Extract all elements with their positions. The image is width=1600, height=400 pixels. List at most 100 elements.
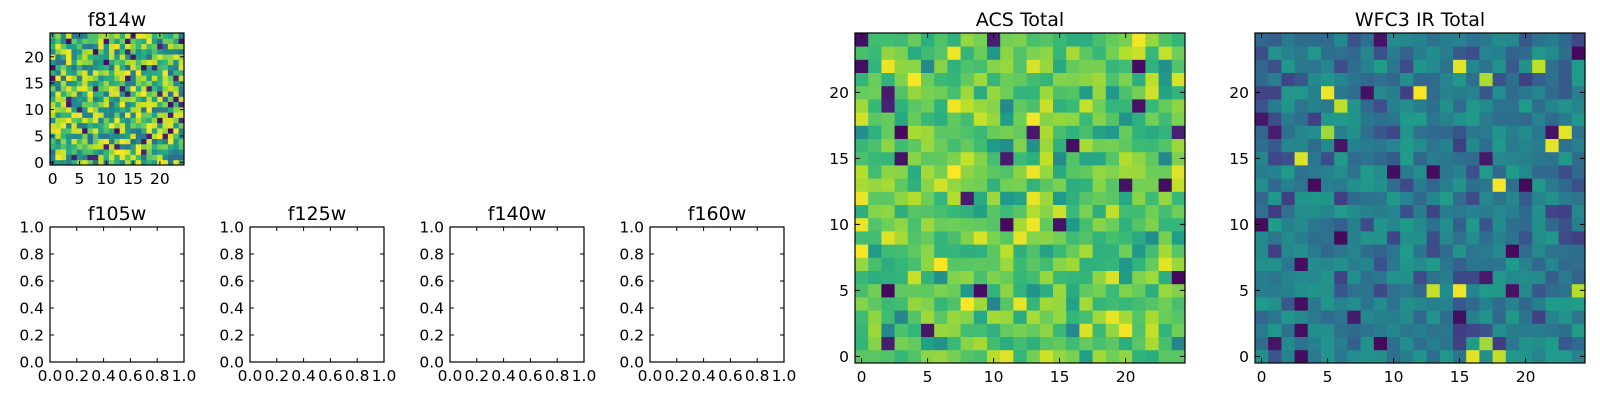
heatmap-cell: [1119, 178, 1133, 192]
heatmap-cell: [1426, 204, 1441, 219]
heatmap-cell: [146, 75, 153, 81]
heatmap-cell: [98, 38, 104, 44]
heatmap-cell: [135, 75, 142, 81]
heatmap-cell: [1092, 191, 1107, 205]
heatmap-cell: [1400, 297, 1414, 311]
heatmap-cell: [50, 101, 56, 108]
heatmap-cell: [1347, 310, 1361, 324]
heatmap-cell: [1158, 336, 1173, 351]
heatmap-cell: [103, 112, 110, 118]
heatmap-cell: [1373, 112, 1388, 126]
heatmap-cell: [157, 96, 163, 103]
heatmap-cell: [87, 33, 94, 39]
heatmap-cell: [1026, 59, 1041, 73]
heatmap-cell: [1079, 151, 1093, 166]
heatmap-cell: [1013, 349, 1027, 364]
heatmap-cell: [1307, 283, 1322, 298]
heatmap-cell: [1158, 59, 1173, 73]
heatmap-cell: [173, 59, 180, 66]
heatmap-cell: [1466, 99, 1480, 113]
heatmap-cell: [87, 128, 94, 134]
heatmap-cell: [855, 46, 869, 60]
heatmap-cell: [1307, 138, 1322, 153]
heatmap-cell: [1413, 270, 1427, 285]
heatmap-cell: [947, 231, 961, 245]
heatmap-cell: [934, 46, 948, 60]
heatmap-cell: [1571, 204, 1586, 219]
heatmap-cell: [960, 112, 975, 126]
heatmap-cell: [1558, 151, 1573, 166]
heatmap-cell: [114, 48, 121, 55]
heatmap-cell: [87, 149, 94, 155]
heatmap-cell: [173, 159, 180, 166]
heatmap-cell: [1321, 217, 1335, 232]
x-tick-label: 0.8: [545, 367, 570, 385]
heatmap-cell: [1026, 283, 1041, 298]
heatmap-cell: [1505, 323, 1520, 337]
heatmap-cell: [868, 99, 882, 113]
heatmap-cell: [1026, 138, 1041, 153]
heatmap-cell: [60, 54, 67, 60]
y-tick-label: 0.0: [19, 354, 44, 372]
heatmap-cell: [1039, 297, 1054, 311]
heatmap-cell: [1492, 231, 1507, 245]
heatmap-cell: [1053, 33, 1067, 47]
heatmap-cell: [1039, 310, 1054, 324]
heatmap-cell: [108, 54, 115, 60]
heatmap-cell: [947, 151, 961, 166]
heatmap-cell: [1119, 191, 1133, 205]
heatmap-cell: [1387, 257, 1401, 271]
heatmap-cell: [1039, 349, 1054, 364]
heatmap-cell: [973, 204, 988, 219]
heatmap-cell: [1132, 257, 1146, 271]
heatmap-cell: [1105, 72, 1120, 87]
y-tick-label: 5: [1239, 282, 1249, 300]
heatmap-cell: [1426, 323, 1441, 337]
heatmap-cell: [1145, 349, 1159, 364]
heatmap-cell: [1294, 323, 1309, 337]
heatmap-cell: [1132, 151, 1146, 166]
heatmap-cell: [987, 323, 1001, 337]
heatmap-cell: [1268, 231, 1282, 245]
heatmap-cell: [1453, 297, 1467, 311]
heatmap-cell: [55, 149, 62, 155]
heatmap-cell: [87, 133, 94, 139]
heatmap-cell: [987, 297, 1001, 311]
heatmap-cell: [947, 310, 961, 324]
heatmap-cell: [66, 33, 72, 39]
heatmap-cell: [1132, 349, 1146, 364]
heatmap-cell: [82, 149, 88, 155]
heatmap-cell: [114, 43, 121, 50]
heatmap-cell: [1255, 231, 1269, 245]
heatmap-cell: [1132, 323, 1146, 337]
heatmap-cell: [173, 133, 180, 139]
heatmap-cell: [135, 54, 142, 60]
heatmap-cell: [1145, 165, 1159, 179]
heatmap-cell: [868, 349, 882, 364]
heatmap-cell: [1545, 310, 1559, 324]
heatmap-cell: [1066, 270, 1080, 285]
heatmap-cell: [151, 149, 158, 155]
heatmap-cell: [135, 122, 142, 129]
heatmap-cell: [1347, 138, 1361, 153]
heatmap-cell: [1294, 178, 1309, 192]
heatmap-cell: [868, 217, 882, 232]
heatmap-cell: [1066, 165, 1080, 179]
heatmap-cell: [130, 75, 137, 81]
heatmap-cell: [135, 48, 142, 55]
heatmap-cell: [1132, 165, 1146, 179]
heatmap-cell: [50, 128, 56, 134]
heatmap-cell: [855, 336, 869, 351]
heatmap-cell: [1453, 112, 1467, 126]
heatmap-cell: [1519, 323, 1533, 337]
heatmap-cell: [151, 138, 158, 145]
heatmap-cell: [1360, 217, 1375, 232]
heatmap-cell: [130, 106, 137, 113]
heatmap-cell: [1053, 204, 1067, 219]
heatmap-cell: [71, 69, 78, 76]
heatmap-cell: [1519, 178, 1533, 192]
heatmap-cell: [162, 69, 169, 76]
heatmap-cell: [1360, 349, 1375, 364]
heatmap-cell: [1119, 323, 1133, 337]
heatmap-cell: [1066, 310, 1080, 324]
